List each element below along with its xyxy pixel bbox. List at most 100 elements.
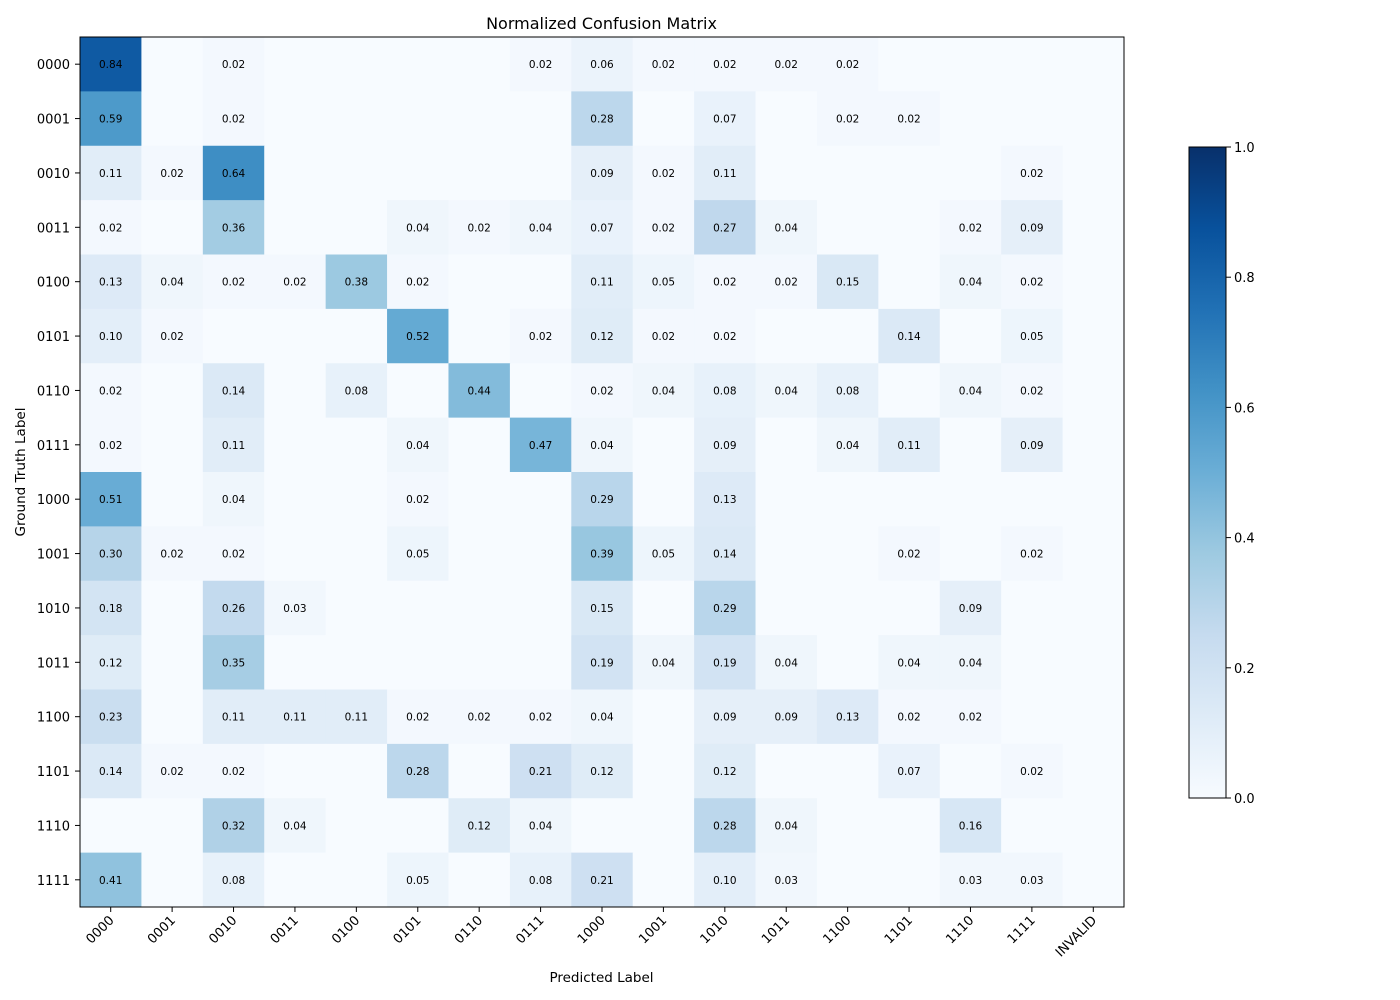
x-tick-label: 1010 [698, 913, 732, 947]
y-tick-label: 1011 [37, 656, 70, 671]
x-axis-ticks: 0000 0001 0010 0011 0100 0101 0110 0111 1000 1001… [84, 907, 1100, 960]
heatmap-cell [694, 200, 757, 255]
heatmap-cell [325, 743, 388, 799]
heatmap-cell [571, 580, 634, 636]
cell-value-label: 0.04 [590, 712, 614, 724]
heatmap-cell [878, 363, 941, 419]
cell-value-label: 0.05 [652, 277, 675, 289]
heatmap-cell [80, 580, 142, 636]
y-tick-label: 0001 [37, 113, 70, 128]
heatmap-cell [632, 37, 695, 92]
heatmap-cell [939, 689, 1002, 745]
heatmap-cell [387, 852, 449, 908]
heatmap-cell [878, 580, 941, 636]
heatmap-cell [80, 145, 142, 201]
heatmap-cell [755, 852, 818, 908]
cell-value-label: 0.13 [99, 277, 122, 289]
heatmap-cell [202, 798, 265, 854]
cell-value-label: 0.02 [652, 222, 675, 234]
cell-value-label: 0.28 [590, 114, 613, 126]
cell-value-label: 0.10 [713, 875, 736, 887]
heatmap-cell [939, 635, 1002, 690]
y-tick-label: 0110 [37, 384, 70, 399]
cell-value-label: 0.11 [590, 277, 613, 289]
heatmap-cell [878, 798, 941, 854]
heatmap-cell [816, 472, 879, 527]
heatmap-cell [387, 635, 449, 690]
y-tick-label: 1110 [37, 819, 70, 834]
heatmap-cell [755, 145, 818, 201]
heatmap-cell [1001, 635, 1064, 690]
heatmap-cell [694, 580, 757, 636]
colorbar-tick-label: 0.4 [1234, 532, 1255, 547]
heatmap-cell [448, 363, 511, 419]
heatmap-cell [816, 254, 879, 310]
heatmap-cell [1001, 798, 1064, 854]
cell-value-label: 0.04 [959, 657, 983, 669]
heatmap-cell [694, 254, 757, 310]
cell-value-label: 0.28 [406, 766, 429, 778]
heatmap-cell [1001, 852, 1064, 908]
heatmap-cell [755, 526, 818, 582]
heatmap-cell [571, 91, 634, 147]
heatmap-cell [509, 526, 572, 582]
heatmap-cell [632, 580, 695, 636]
x-tick-label: 0001 [145, 913, 179, 947]
cell-value-label: 0.02 [652, 59, 675, 71]
x-tick-label: 0010 [206, 913, 240, 947]
heatmap-cell [325, 689, 388, 745]
heatmap-cell [325, 254, 388, 310]
heatmap-cell [939, 91, 1002, 147]
heatmap-cell [448, 37, 511, 92]
heatmap-cell [387, 743, 449, 799]
cell-value-label: 0.16 [959, 820, 983, 832]
cell-value-label: 0.39 [590, 549, 613, 561]
heatmap-cell [448, 852, 511, 908]
cell-value-label: 0.02 [959, 712, 982, 724]
heatmap-cell [571, 689, 634, 745]
cell-value-label: 0.02 [160, 766, 183, 778]
heatmap-cell [509, 145, 572, 201]
cell-value-label: 0.02 [222, 277, 245, 289]
colorbar-tick-label: 1.0 [1234, 141, 1255, 156]
heatmap-cell [509, 417, 572, 473]
heatmap-cell [509, 363, 572, 419]
cell-value-label: 0.02 [222, 114, 245, 126]
x-axis-label: Predicted Label [549, 970, 653, 986]
heatmap-cell [387, 472, 449, 527]
x-tick-label: 1111 [1005, 913, 1039, 947]
heatmap-cell [202, 852, 265, 908]
cell-value-label: 0.08 [713, 385, 736, 397]
heatmap-cell [80, 689, 142, 745]
x-tick-label: 0100 [329, 913, 363, 947]
heatmap-cell [571, 635, 634, 690]
x-tick-label: INVALID [1053, 913, 1100, 960]
cell-value-label: 0.02 [99, 440, 122, 452]
heatmap-cell [755, 689, 818, 745]
cell-value-label: 0.51 [99, 494, 122, 506]
heatmap-cell [387, 798, 449, 854]
cell-value-label: 0.02 [1020, 549, 1043, 561]
colorbar-tick-label: 0.6 [1234, 401, 1255, 416]
heatmap-cell [80, 254, 142, 310]
heatmap-cell [939, 526, 1002, 582]
heatmap-cell [448, 417, 511, 473]
heatmap-cell [80, 417, 142, 473]
heatmap-cell [816, 580, 879, 636]
heatmap-cell [632, 635, 695, 690]
heatmap-cell [1001, 37, 1064, 92]
heatmap-cell [816, 526, 879, 582]
heatmap-cell [755, 200, 818, 255]
heatmap-cell [755, 580, 818, 636]
heatmap-cell [939, 417, 1002, 473]
cell-value-label: 0.02 [713, 59, 736, 71]
heatmap-cell [571, 472, 634, 527]
cell-value-label: 0.36 [222, 222, 246, 234]
cell-value-label: 0.12 [590, 766, 613, 778]
cell-value-label: 0.38 [345, 277, 368, 289]
cell-value-label: 0.32 [222, 820, 245, 832]
heatmap-cell [755, 91, 818, 147]
heatmap-cell [632, 91, 695, 147]
heatmap-cell [1001, 145, 1064, 201]
heatmap-cell [387, 417, 449, 473]
